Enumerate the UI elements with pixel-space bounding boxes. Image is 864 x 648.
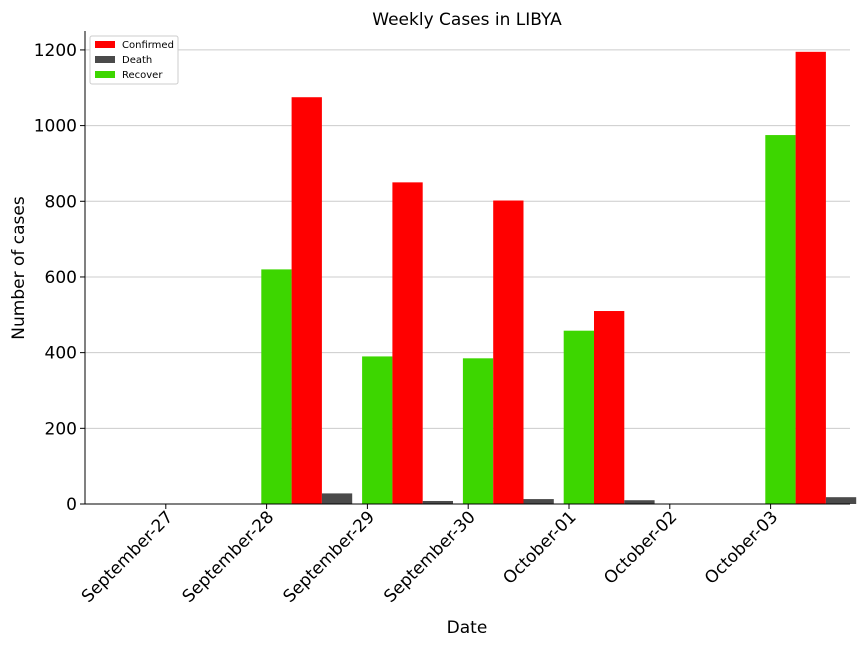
x-axis-label: Date bbox=[447, 618, 488, 638]
legend-label-recover: Recover bbox=[122, 70, 163, 81]
gridlines bbox=[85, 49, 850, 429]
bar-death-september-28 bbox=[321, 493, 353, 504]
bar-recover-october-03 bbox=[765, 135, 796, 504]
y-tick-label-1000: 1000 bbox=[34, 117, 77, 137]
bar-recover-september-30 bbox=[462, 358, 494, 504]
x-tick-label-october-02: October-02 bbox=[600, 507, 681, 588]
bar-recover-september-28 bbox=[261, 269, 292, 504]
x-tick-label-september-30: September-30 bbox=[380, 507, 479, 606]
bar-confirmed-october-01 bbox=[594, 311, 625, 504]
bar-confirmed-september-29 bbox=[392, 182, 423, 505]
y-tick-label-1200: 1200 bbox=[34, 41, 77, 61]
chart-title: Weekly Cases in LIBYA bbox=[372, 10, 562, 30]
y-tick-label-0: 0 bbox=[66, 495, 77, 515]
legend-swatch-confirmed bbox=[95, 41, 115, 48]
y-tick-label-800: 800 bbox=[45, 192, 77, 212]
bar-death-october-01 bbox=[624, 500, 655, 504]
y-axis-label: Number of cases bbox=[9, 196, 29, 340]
y-tick-labels: 0 200 400 600 800 1000 1200 bbox=[34, 41, 85, 515]
y-tick-label-400: 400 bbox=[45, 344, 77, 364]
bar-death-october-03 bbox=[825, 497, 857, 504]
bar-confirmed-october-03 bbox=[795, 51, 826, 504]
y-tick-label-600: 600 bbox=[45, 268, 77, 288]
x-tick-label-october-03: October-03 bbox=[701, 507, 782, 588]
x-tick-label-september-27: September-27 bbox=[78, 507, 177, 606]
legend-swatch-death bbox=[95, 56, 115, 63]
bar-confirmed-september-28 bbox=[291, 97, 322, 504]
bar-death-september-29 bbox=[422, 500, 453, 504]
legend-swatch-recover bbox=[95, 71, 115, 78]
x-tick-labels: September-27 September-28 September-29 Sept… bbox=[78, 504, 782, 607]
bar-confirmed-september-30 bbox=[493, 200, 524, 504]
x-tick-label-october-01: October-01 bbox=[499, 507, 580, 588]
legend-label-death: Death bbox=[122, 55, 152, 66]
y-tick-label-200: 200 bbox=[45, 419, 77, 439]
x-tick-label-september-29: September-29 bbox=[279, 507, 378, 606]
axes bbox=[84, 31, 850, 505]
bars bbox=[261, 51, 857, 505]
bar-death-september-30 bbox=[523, 499, 554, 504]
bar-recover-october-01 bbox=[563, 330, 594, 504]
x-tick-label-september-28: September-28 bbox=[179, 507, 278, 606]
legend: Confirmed Death Recover bbox=[89, 35, 179, 85]
legend-label-confirmed: Confirmed bbox=[122, 40, 174, 51]
bar-recover-september-29 bbox=[362, 356, 393, 504]
